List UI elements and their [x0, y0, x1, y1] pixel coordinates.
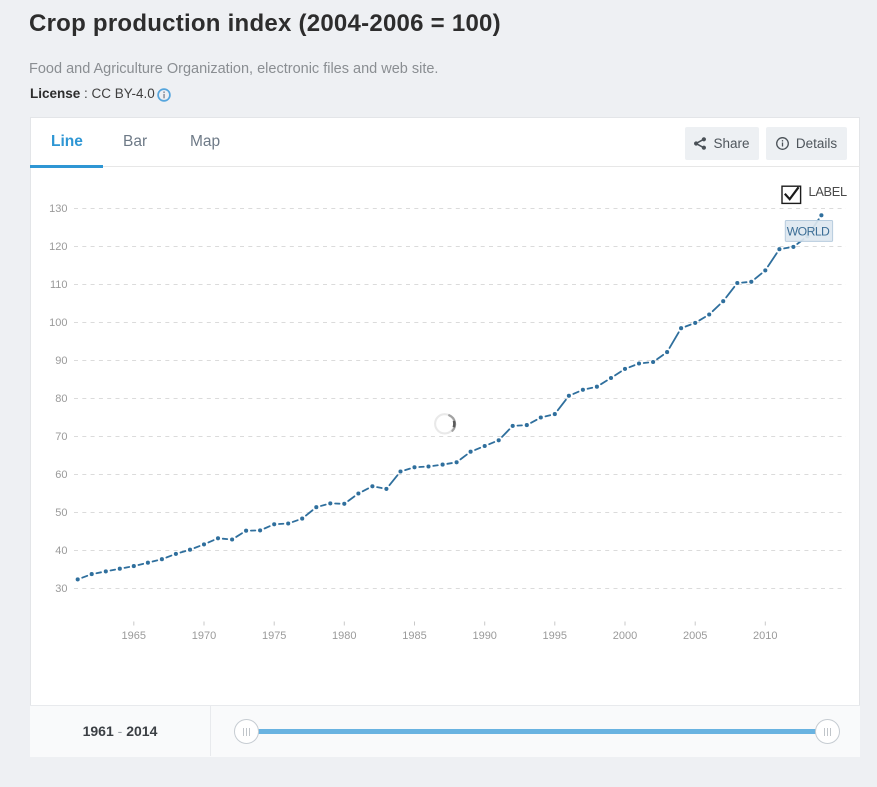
svg-text:1990: 1990 — [472, 630, 496, 642]
svg-text:1965: 1965 — [122, 630, 146, 642]
svg-text:1975: 1975 — [262, 630, 286, 642]
svg-text:WORLD: WORLD — [787, 225, 830, 239]
svg-text:60: 60 — [55, 469, 67, 481]
svg-text:120: 120 — [49, 241, 67, 253]
svg-text:30: 30 — [55, 583, 67, 595]
svg-text:130: 130 — [49, 203, 67, 215]
svg-text:110: 110 — [50, 279, 68, 291]
svg-text:1995: 1995 — [543, 630, 567, 642]
svg-text:80: 80 — [55, 393, 67, 405]
svg-text:90: 90 — [55, 355, 67, 367]
svg-text:1970: 1970 — [192, 630, 216, 642]
svg-text:1985: 1985 — [402, 630, 426, 642]
svg-text:2005: 2005 — [683, 630, 707, 642]
svg-text:100: 100 — [49, 317, 67, 329]
svg-text:2010: 2010 — [753, 630, 777, 642]
svg-text:40: 40 — [55, 545, 67, 557]
svg-text:70: 70 — [55, 431, 67, 443]
svg-text:50: 50 — [55, 507, 67, 519]
svg-text:LABEL: LABEL — [809, 184, 848, 199]
svg-text:1980: 1980 — [332, 630, 356, 642]
svg-text:2000: 2000 — [613, 630, 637, 642]
